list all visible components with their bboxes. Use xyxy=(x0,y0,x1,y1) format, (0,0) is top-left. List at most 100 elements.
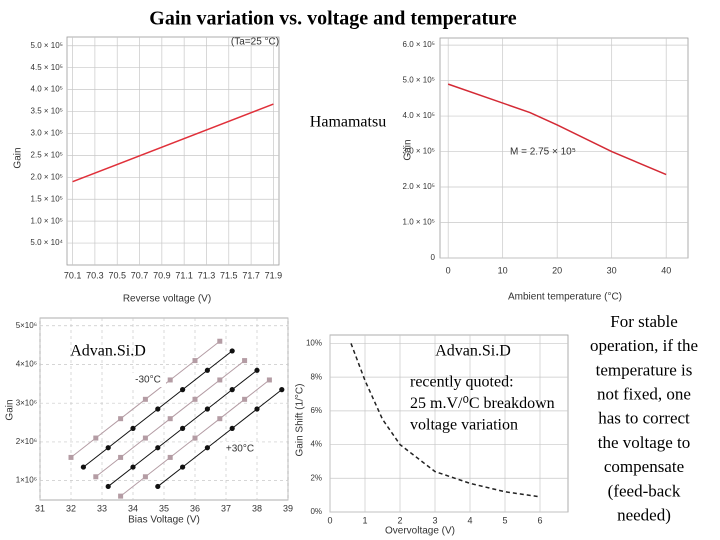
marker xyxy=(155,483,161,490)
x-tick-label: 40 xyxy=(661,265,671,275)
marker xyxy=(167,377,173,383)
y-tick-label: 2% xyxy=(310,473,322,482)
x-tick-label: 4 xyxy=(467,515,472,525)
y-axis-label: Gain xyxy=(5,399,16,420)
overlay-label: Advan.Si.D xyxy=(435,343,511,360)
x-tick-label: 30 xyxy=(607,265,617,275)
marker xyxy=(204,367,210,373)
marker xyxy=(266,377,272,383)
x-tick-label: 32 xyxy=(66,503,76,513)
x-tick-label: 70.1 xyxy=(64,270,82,280)
x-tick-label: 31 xyxy=(35,503,45,513)
marker xyxy=(93,474,99,480)
y-tick-label: 4.5 × 10⁵ xyxy=(31,63,63,72)
y-tick-label: 5.0 × 10⁴ xyxy=(30,238,63,247)
marker xyxy=(142,435,148,441)
x-tick-label: 70.7 xyxy=(131,270,149,280)
y-tick-label: 5×10⁶ xyxy=(16,321,37,330)
y-axis-label: Gain xyxy=(13,147,24,168)
note-line: operation, if the xyxy=(590,336,698,355)
x-tick-label: 1 xyxy=(362,515,367,525)
x-tick-label: 20 xyxy=(552,265,562,275)
marker xyxy=(180,387,186,393)
marker xyxy=(80,464,86,470)
marker xyxy=(130,425,136,431)
y-axis-label: Gain Shift (1/°C) xyxy=(295,384,306,457)
annotation: M = 2.75 × 10⁵ xyxy=(510,147,576,158)
marker xyxy=(180,425,186,431)
y-tick-label: 2.5 × 10⁵ xyxy=(31,150,63,159)
y-tick-label: 6.0 × 10⁵ xyxy=(403,40,435,49)
y-tick-label: 4.0 × 10⁵ xyxy=(403,111,435,120)
x-tick-label: 37 xyxy=(221,503,231,513)
y-tick-label: 3×10⁶ xyxy=(16,398,37,407)
y-tick-label: 1.5 × 10⁵ xyxy=(31,194,63,203)
x-tick-label: 35 xyxy=(159,503,169,513)
annotation-bg xyxy=(130,373,166,387)
overlay-bg xyxy=(298,111,398,135)
y-tick-label: 3.0 × 10⁵ xyxy=(403,147,435,156)
marker xyxy=(204,406,210,412)
marker xyxy=(142,474,148,480)
marker xyxy=(118,454,124,460)
x-tick-label: 0 xyxy=(446,265,451,275)
marker xyxy=(118,416,124,422)
x-tick-label: 6 xyxy=(537,515,542,525)
y-tick-label: 5.0 × 10⁵ xyxy=(31,41,63,50)
annotation-bg xyxy=(222,442,258,456)
marker xyxy=(105,483,111,490)
marker xyxy=(217,338,223,344)
quote-line: 25 m.V/⁰C breakdown xyxy=(410,395,555,412)
marker xyxy=(204,445,210,451)
series-line xyxy=(157,389,283,487)
y-tick-label: 5.0 × 10⁵ xyxy=(403,76,435,85)
y-tick-label: 10% xyxy=(306,339,322,348)
x-tick-label: 36 xyxy=(190,503,200,513)
x-tick-label: 71.7 xyxy=(242,270,260,280)
y-tick-label: 4×10⁶ xyxy=(16,360,37,369)
x-tick-label: 34 xyxy=(128,503,138,513)
annotation: +30°C xyxy=(226,444,254,455)
note-bg xyxy=(570,308,720,540)
x-tick-label: 70.3 xyxy=(86,270,104,280)
plot-area xyxy=(439,37,689,259)
marker xyxy=(254,367,260,373)
note-line: not fixed, one xyxy=(597,385,691,404)
y-tick-label: 2×10⁶ xyxy=(16,437,37,446)
marker xyxy=(192,358,198,364)
marker xyxy=(217,377,223,383)
series-line xyxy=(72,103,274,183)
y-tick-label: 2.0 × 10⁵ xyxy=(403,182,435,191)
marker xyxy=(167,416,173,422)
note-line: the voltage to xyxy=(598,433,691,452)
marker xyxy=(155,406,161,412)
marker xyxy=(192,435,198,441)
x-tick-label: 5 xyxy=(502,515,507,525)
marker xyxy=(167,454,173,460)
marker xyxy=(242,358,248,364)
marker xyxy=(254,406,260,412)
y-tick-label: 1.0 × 10⁵ xyxy=(31,216,63,225)
x-axis-label: Ambient temperature (°C) xyxy=(508,292,622,303)
x-tick-label: 10 xyxy=(498,265,508,275)
x-axis-label: Overvoltage (V) xyxy=(385,526,455,537)
marker xyxy=(279,387,285,393)
y-tick-label: 0% xyxy=(310,507,322,516)
x-tick-label: 71.5 xyxy=(220,270,238,280)
y-tick-label: 4.0 × 10⁵ xyxy=(31,85,63,94)
x-tick-label: 39 xyxy=(283,503,293,513)
quote-line: voltage variation xyxy=(410,417,518,434)
marker xyxy=(142,396,148,402)
marker xyxy=(217,416,223,422)
y-tick-label: 0 xyxy=(431,253,436,262)
marker xyxy=(130,464,136,470)
x-tick-label: 71.3 xyxy=(198,270,216,280)
marker xyxy=(105,445,111,451)
series-line xyxy=(350,343,541,498)
marker xyxy=(68,454,74,460)
y-tick-label: 8% xyxy=(310,372,322,381)
overlay-label: Hamamatsu xyxy=(310,114,386,131)
x-tick-label: 70.5 xyxy=(108,270,126,280)
annotation: -30°C xyxy=(135,375,161,386)
